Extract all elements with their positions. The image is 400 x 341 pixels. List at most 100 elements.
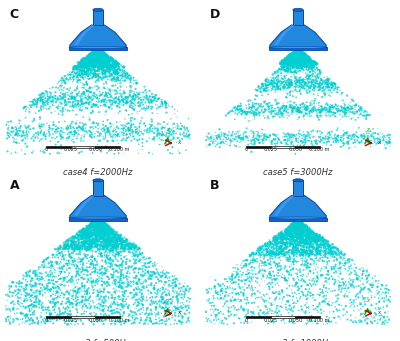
Point: [288, 262, 295, 268]
Point: [100, 66, 106, 71]
Point: [81, 132, 88, 137]
Point: [128, 85, 134, 90]
Point: [108, 237, 114, 243]
Point: [335, 108, 341, 113]
Point: [326, 85, 333, 90]
Point: [27, 99, 33, 104]
Point: [116, 288, 123, 294]
Point: [87, 239, 94, 245]
Point: [85, 229, 91, 234]
Point: [346, 276, 353, 281]
Point: [308, 63, 315, 69]
Point: [133, 276, 139, 281]
Point: [50, 266, 57, 271]
Point: [292, 69, 298, 75]
Point: [100, 52, 106, 57]
Point: [285, 231, 291, 236]
Point: [262, 85, 268, 90]
Point: [307, 86, 313, 91]
Point: [151, 270, 157, 275]
Point: [110, 229, 117, 235]
Point: [301, 60, 308, 65]
Point: [250, 134, 256, 140]
Point: [330, 105, 336, 111]
Point: [89, 238, 95, 243]
Point: [83, 95, 89, 101]
Point: [237, 144, 243, 150]
Point: [296, 63, 303, 68]
Point: [80, 295, 86, 300]
Point: [152, 260, 158, 265]
Point: [245, 308, 251, 313]
Point: [218, 320, 225, 326]
Point: [91, 256, 98, 262]
Point: [97, 50, 104, 55]
Point: [277, 267, 284, 272]
Point: [325, 130, 331, 136]
Point: [304, 108, 310, 114]
Point: [276, 137, 282, 143]
Point: [40, 91, 46, 97]
Point: [49, 128, 55, 133]
Point: [291, 55, 298, 60]
Point: [76, 63, 83, 69]
Point: [112, 288, 118, 293]
Point: [48, 92, 54, 98]
Point: [296, 51, 302, 57]
Point: [308, 78, 314, 84]
Point: [72, 128, 78, 134]
Point: [87, 238, 93, 243]
Point: [71, 242, 77, 248]
Point: [263, 81, 269, 87]
Point: [127, 79, 134, 85]
Point: [116, 61, 123, 67]
Point: [131, 77, 137, 83]
Point: [114, 242, 121, 248]
Point: [262, 262, 269, 268]
Point: [14, 129, 20, 134]
Point: [72, 243, 78, 249]
Point: [40, 99, 46, 104]
Point: [151, 271, 158, 276]
Point: [35, 129, 41, 134]
Point: [173, 283, 179, 289]
Point: [91, 224, 98, 229]
Point: [281, 86, 288, 91]
Point: [92, 266, 99, 272]
Point: [81, 309, 88, 314]
Point: [366, 286, 372, 292]
Point: [172, 111, 178, 116]
Point: [103, 63, 110, 69]
Point: [301, 250, 307, 256]
Point: [125, 246, 131, 251]
Point: [292, 56, 298, 62]
Point: [104, 280, 110, 285]
Point: [104, 229, 110, 235]
Point: [76, 314, 82, 320]
Point: [92, 55, 98, 60]
Point: [308, 252, 314, 257]
Point: [150, 98, 156, 104]
Point: [86, 53, 93, 58]
Point: [174, 121, 181, 127]
Point: [179, 136, 185, 142]
Point: [174, 290, 180, 295]
Point: [288, 58, 294, 63]
Text: C: C: [10, 8, 19, 21]
Point: [107, 227, 114, 233]
Point: [288, 83, 295, 88]
Point: [56, 264, 63, 270]
Point: [124, 253, 130, 258]
Point: [291, 221, 297, 226]
Point: [274, 273, 280, 279]
Point: [311, 244, 317, 250]
Point: [257, 89, 264, 94]
Point: [183, 131, 190, 136]
Point: [60, 263, 67, 268]
Point: [112, 277, 118, 282]
Point: [80, 125, 86, 131]
Point: [34, 100, 40, 105]
Point: [267, 242, 273, 248]
Point: [88, 246, 94, 251]
Point: [58, 83, 65, 88]
